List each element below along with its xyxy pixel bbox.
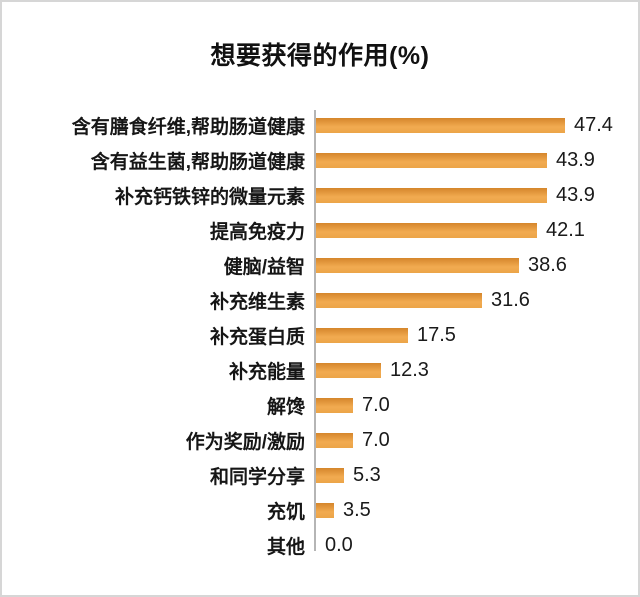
value-label: 47.4 bbox=[574, 114, 613, 136]
chart-row: 解馋 7.0 bbox=[2, 388, 638, 423]
category-label: 含有益生菌,帮助肠道健康 bbox=[90, 152, 305, 173]
chart-row: 补充蛋白质 17.5 bbox=[2, 318, 638, 353]
chart-row: 其他 0.0 bbox=[2, 528, 638, 563]
bar-area: 0.0 bbox=[314, 534, 638, 557]
value-label: 7.0 bbox=[362, 429, 390, 451]
chart-row: 补充维生素 31.6 bbox=[2, 283, 638, 318]
chart-row: 提高免疫力 42.1 bbox=[2, 213, 638, 248]
value-label: 5.3 bbox=[353, 464, 381, 486]
bar-area: 31.6 bbox=[314, 289, 638, 312]
bar-area: 7.0 bbox=[314, 394, 638, 417]
chart-row: 充饥 3.5 bbox=[2, 493, 638, 528]
bar bbox=[316, 433, 353, 448]
bar bbox=[316, 468, 344, 483]
bar-area: 43.9 bbox=[314, 149, 638, 172]
value-label: 38.6 bbox=[528, 254, 567, 276]
value-label: 12.3 bbox=[390, 359, 429, 381]
bar-area: 42.1 bbox=[314, 219, 638, 242]
chart-title: 想要获得的作用(%) bbox=[210, 42, 430, 70]
category-label: 补充能量 bbox=[228, 362, 305, 383]
bar bbox=[316, 118, 565, 133]
chart-row: 含有膳食纤维,帮助肠道健康 47.4 bbox=[2, 108, 638, 143]
y-axis-line bbox=[314, 110, 316, 551]
category-label: 充饥 bbox=[266, 502, 305, 523]
value-label: 0.0 bbox=[325, 534, 353, 556]
bar bbox=[316, 153, 547, 168]
value-label: 17.5 bbox=[417, 324, 456, 346]
value-label: 3.5 bbox=[343, 499, 371, 521]
bar bbox=[316, 258, 519, 273]
bar bbox=[316, 363, 381, 378]
category-label: 含有膳食纤维,帮助肠道健康 bbox=[71, 117, 305, 138]
category-label: 补充蛋白质 bbox=[209, 327, 305, 348]
bar bbox=[316, 223, 537, 238]
bar-area: 3.5 bbox=[314, 499, 638, 522]
bar-area: 43.9 bbox=[314, 184, 638, 207]
chart-row: 补充能量 12.3 bbox=[2, 353, 638, 388]
bar-chart-plot-area: 含有膳食纤维,帮助肠道健康 47.4 含有益生菌,帮助肠道健康 43.9 补充钙铁锌的微… bbox=[2, 108, 638, 563]
value-label: 42.1 bbox=[546, 219, 585, 241]
value-label: 43.9 bbox=[556, 184, 595, 206]
value-label: 43.9 bbox=[556, 149, 595, 171]
bar-area: 38.6 bbox=[314, 254, 638, 277]
value-label: 31.6 bbox=[491, 289, 530, 311]
bar bbox=[316, 293, 482, 308]
chart-row: 补充钙铁锌的微量元素 43.9 bbox=[2, 178, 638, 213]
bar-area: 7.0 bbox=[314, 429, 638, 452]
category-label: 解馋 bbox=[266, 397, 305, 418]
chart-row: 作为奖励/激励 7.0 bbox=[2, 423, 638, 458]
category-label: 补充维生素 bbox=[209, 292, 305, 313]
category-label: 其他 bbox=[266, 537, 305, 558]
chart-row: 含有益生菌,帮助肠道健康 43.9 bbox=[2, 143, 638, 178]
bar-area: 5.3 bbox=[314, 464, 638, 487]
category-label: 健脑/益智 bbox=[223, 257, 305, 278]
bar-area: 17.5 bbox=[314, 324, 638, 347]
bar-area: 12.3 bbox=[314, 359, 638, 382]
bar bbox=[316, 503, 334, 518]
bar bbox=[316, 398, 353, 413]
bar bbox=[316, 328, 408, 343]
value-label: 7.0 bbox=[362, 394, 390, 416]
category-label: 提高免疫力 bbox=[209, 222, 305, 243]
category-label: 和同学分享 bbox=[209, 467, 305, 488]
category-label: 补充钙铁锌的微量元素 bbox=[114, 187, 305, 208]
chart-row: 和同学分享 5.3 bbox=[2, 458, 638, 493]
chart-row: 健脑/益智 38.6 bbox=[2, 248, 638, 283]
bar-area: 47.4 bbox=[314, 114, 638, 137]
category-label: 作为奖励/激励 bbox=[185, 432, 305, 453]
bar bbox=[316, 188, 547, 203]
